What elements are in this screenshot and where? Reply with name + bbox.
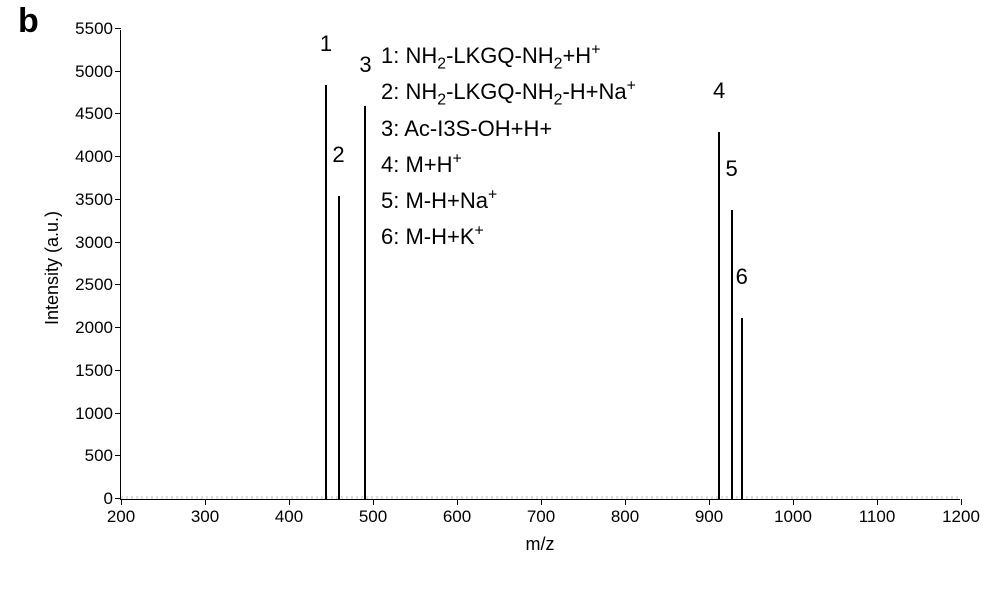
x-tick-label: 700 [527, 507, 555, 527]
spectrum-peak [741, 318, 743, 499]
y-tick-label: 0 [61, 489, 113, 509]
peak-label: 2 [332, 142, 344, 168]
x-tick [625, 499, 626, 505]
y-tick-label: 2500 [61, 275, 113, 295]
y-tick [115, 199, 121, 200]
x-tick-label: 1000 [774, 507, 812, 527]
y-tick-label: 500 [61, 446, 113, 466]
x-tick [541, 499, 542, 505]
y-tick-label: 1500 [61, 361, 113, 381]
peak-label: 3 [359, 52, 371, 78]
y-tick [115, 113, 121, 114]
x-tick [373, 499, 374, 505]
spectrum-peak [338, 196, 340, 499]
x-tick [205, 499, 206, 505]
y-tick [115, 370, 121, 371]
y-tick [115, 498, 121, 499]
legend-item: 3: Ac-I3S-OH+H+ [381, 111, 636, 147]
spectrum-peak [364, 106, 366, 499]
x-tick [961, 499, 962, 505]
spectrum-peak [325, 85, 327, 499]
x-tick-label: 800 [611, 507, 639, 527]
legend-item: 5: M-H+Na+ [381, 183, 636, 219]
peak-label: 6 [736, 264, 748, 290]
plot-area: 2003004005006007008009001000110012000500… [120, 30, 960, 500]
legend-item: 1: NH2-LKGQ-NH2+H+ [381, 38, 636, 74]
legend-item: 6: M-H+K+ [381, 219, 636, 255]
peak-label: 4 [713, 78, 725, 104]
x-tick [289, 499, 290, 505]
y-tick [115, 413, 121, 414]
y-tick-label: 2000 [61, 318, 113, 338]
y-tick [115, 156, 121, 157]
x-tick [709, 499, 710, 505]
y-tick-label: 4000 [61, 147, 113, 167]
x-tick [877, 499, 878, 505]
y-axis-label: Intensity (a.u.) [42, 211, 63, 325]
y-tick-label: 5000 [61, 62, 113, 82]
peak-label: 5 [726, 156, 738, 182]
legend: 1: NH2-LKGQ-NH2+H+2: NH2-LKGQ-NH2-H+Na+3… [381, 38, 636, 256]
y-tick-label: 4500 [61, 104, 113, 124]
x-tick-label: 200 [107, 507, 135, 527]
y-tick-label: 1000 [61, 404, 113, 424]
y-tick [115, 284, 121, 285]
legend-item: 4: M+H+ [381, 147, 636, 183]
peak-label: 1 [320, 31, 332, 57]
spectrum-peak [731, 210, 733, 499]
y-tick [115, 28, 121, 29]
x-tick-label: 1200 [942, 507, 980, 527]
x-tick-label: 900 [695, 507, 723, 527]
y-tick-label: 5500 [61, 19, 113, 39]
x-tick [457, 499, 458, 505]
x-tick [121, 499, 122, 505]
panel-label: b [18, 2, 39, 41]
legend-item: 2: NH2-LKGQ-NH2-H+Na+ [381, 74, 636, 110]
x-axis-label: m/z [120, 534, 960, 555]
spectrum-peak [718, 132, 720, 499]
y-tick [115, 71, 121, 72]
x-tick-label: 1100 [859, 507, 896, 527]
x-tick-label: 300 [191, 507, 219, 527]
y-tick [115, 327, 121, 328]
mass-spectrum-figure: b 20030040050060070080090010001100120005… [0, 0, 1000, 598]
y-tick [115, 242, 121, 243]
y-tick-label: 3500 [61, 190, 113, 210]
x-tick [793, 499, 794, 505]
x-tick-label: 400 [275, 507, 303, 527]
x-tick-label: 600 [443, 507, 471, 527]
y-tick [115, 455, 121, 456]
x-tick-label: 500 [359, 507, 387, 527]
y-tick-label: 3000 [61, 233, 113, 253]
